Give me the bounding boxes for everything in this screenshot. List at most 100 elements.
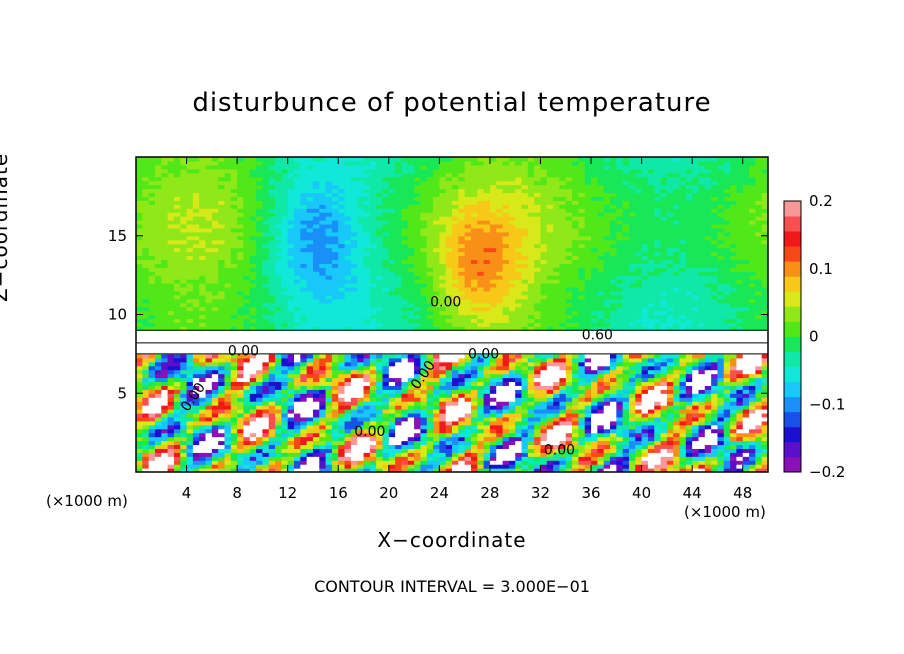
heatmap-cell bbox=[154, 357, 162, 363]
heatmap-cell bbox=[186, 302, 194, 308]
heatmap-cell bbox=[647, 283, 655, 288]
heatmap-cell bbox=[603, 448, 611, 453]
heatmap-cell bbox=[363, 310, 371, 316]
heatmap-cell bbox=[628, 275, 636, 280]
heatmap-cell bbox=[224, 279, 232, 284]
heatmap-cell bbox=[452, 397, 459, 402]
heatmap-cell bbox=[603, 279, 611, 284]
heatmap-cell bbox=[211, 294, 219, 300]
heatmap-cell bbox=[647, 424, 655, 430]
heatmap-cell bbox=[660, 377, 668, 383]
heatmap-cell bbox=[154, 456, 162, 461]
heatmap-cell bbox=[515, 314, 523, 320]
heatmap-cell bbox=[464, 334, 472, 339]
heatmap-cell bbox=[275, 464, 282, 469]
heatmap-cell bbox=[294, 349, 301, 355]
heatmap-cell bbox=[382, 385, 390, 390]
heatmap-cell bbox=[666, 314, 674, 320]
heatmap-cell bbox=[553, 322, 561, 327]
heatmap-cell bbox=[723, 409, 731, 414]
heatmap-cell bbox=[376, 412, 384, 418]
heatmap-cell bbox=[382, 389, 390, 394]
heatmap-cell bbox=[641, 302, 649, 308]
heatmap-cell bbox=[464, 401, 472, 406]
heatmap-cell bbox=[325, 405, 333, 410]
heatmap-cell bbox=[749, 310, 756, 316]
heatmap-cell bbox=[218, 275, 226, 280]
heatmap-cell bbox=[294, 448, 301, 453]
heatmap-cell bbox=[685, 346, 693, 351]
heatmap-cell bbox=[717, 440, 725, 446]
heatmap-cell bbox=[527, 409, 535, 414]
heatmap-cell bbox=[635, 440, 643, 446]
heatmap-cell bbox=[344, 286, 352, 292]
heatmap-cell bbox=[205, 385, 213, 390]
heatmap-cell bbox=[470, 464, 478, 469]
heatmap-cell bbox=[420, 440, 428, 446]
heatmap-cell bbox=[167, 385, 175, 390]
heatmap-cell bbox=[647, 428, 655, 434]
heatmap-cell bbox=[300, 393, 308, 398]
heatmap-cell bbox=[199, 464, 207, 469]
heatmap-cell bbox=[458, 456, 466, 461]
heatmap-cell bbox=[692, 381, 700, 386]
heatmap-cell bbox=[711, 397, 719, 402]
heatmap-cell bbox=[711, 275, 719, 280]
heatmap-cell bbox=[559, 310, 567, 316]
heatmap-cell bbox=[287, 326, 295, 331]
heatmap-cell bbox=[597, 420, 605, 426]
heatmap-cell bbox=[540, 452, 548, 457]
heatmap-cell bbox=[483, 342, 491, 347]
heatmap-cell bbox=[610, 342, 617, 347]
heatmap-cell bbox=[401, 389, 409, 394]
heatmap-cell bbox=[382, 468, 390, 472]
heatmap-cell bbox=[755, 377, 763, 383]
heatmap-cell bbox=[496, 381, 504, 386]
heatmap-cell bbox=[420, 420, 428, 426]
heatmap-cell bbox=[325, 275, 333, 280]
heatmap-cell bbox=[275, 401, 282, 406]
heatmap-cell bbox=[666, 424, 674, 430]
heatmap-cell bbox=[205, 349, 213, 355]
heatmap-cell bbox=[426, 318, 434, 323]
heatmap-cell bbox=[559, 456, 567, 461]
heatmap-cell bbox=[407, 342, 415, 347]
heatmap-cell bbox=[717, 338, 725, 343]
heatmap-cell bbox=[230, 381, 238, 386]
heatmap-cell bbox=[496, 294, 504, 300]
heatmap-cell bbox=[338, 373, 346, 379]
heatmap-cell bbox=[281, 377, 289, 383]
heatmap-cell bbox=[173, 346, 181, 351]
heatmap-cell bbox=[281, 286, 289, 292]
heatmap-cell bbox=[161, 357, 169, 363]
heatmap-cell bbox=[224, 424, 232, 430]
heatmap-cell bbox=[199, 298, 207, 304]
heatmap-cell bbox=[578, 456, 586, 461]
heatmap-cell bbox=[262, 314, 270, 320]
heatmap-cell bbox=[685, 349, 693, 355]
heatmap-cell bbox=[262, 330, 270, 335]
heatmap-cell bbox=[464, 460, 472, 465]
heatmap-cell bbox=[426, 397, 434, 402]
heatmap-cell bbox=[407, 428, 415, 434]
heatmap-cell bbox=[755, 389, 763, 394]
heatmap-cell bbox=[306, 405, 314, 410]
heatmap-cell bbox=[616, 468, 624, 472]
heatmap-cell bbox=[199, 302, 207, 308]
heatmap-cell bbox=[660, 353, 668, 359]
heatmap-cell bbox=[698, 306, 706, 312]
heatmap-cell bbox=[647, 432, 655, 438]
heatmap-cell bbox=[136, 405, 143, 410]
heatmap-cell bbox=[565, 369, 573, 375]
heatmap-cell bbox=[673, 365, 681, 371]
heatmap-cell bbox=[723, 365, 731, 371]
heatmap-cell bbox=[186, 424, 194, 430]
heatmap-cell bbox=[616, 342, 624, 347]
heatmap-cell bbox=[749, 456, 756, 461]
heatmap-cell bbox=[736, 330, 744, 335]
heatmap-cell bbox=[477, 349, 485, 355]
heatmap-cell bbox=[312, 377, 320, 383]
heatmap-cell bbox=[224, 361, 232, 367]
heatmap-cell bbox=[553, 357, 561, 363]
heatmap-cell bbox=[534, 424, 542, 430]
